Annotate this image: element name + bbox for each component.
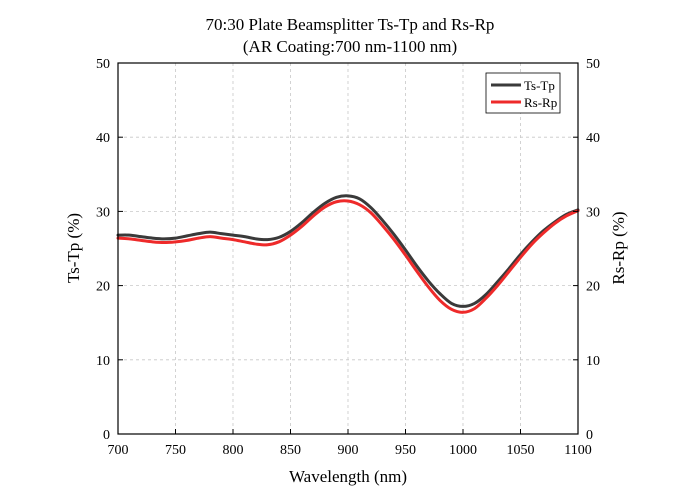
y-right-tick-label-50: 50 (586, 57, 600, 72)
y-right-tick-label-0: 0 (586, 428, 593, 443)
legend: Ts-Tp Rs-Rp (485, 72, 561, 114)
legend-box (485, 72, 561, 114)
x-tick-label-750: 750 (165, 443, 186, 458)
y-left-tick-label-20: 20 (96, 280, 110, 295)
y-left-tick-label-0: 0 (103, 428, 110, 443)
y-left-tick-label-10: 10 (96, 354, 110, 369)
y-axis-label-left: Ts-Tp (%) (64, 213, 83, 283)
x-tick-label-900: 900 (338, 443, 359, 458)
y-left-tick-label-50: 50 (96, 57, 110, 72)
series-line-rs-rp (116, 199, 580, 314)
x-tick-label-1050: 1050 (507, 443, 535, 458)
x-tick-label-850: 850 (280, 443, 301, 458)
x-tick-label-800: 800 (223, 443, 244, 458)
legend-label-ts-tp: Ts-Tp (524, 78, 555, 93)
x-tick-label-1000: 1000 (449, 443, 477, 458)
y-right-tick-label-10: 10 (586, 354, 600, 369)
y-left-tick-label-40: 40 (96, 131, 110, 146)
chart-title: 70:30 Plate Beamsplitter Ts-Tp and Rs-Rp (206, 15, 495, 34)
x-axis-label: Wavelength (nm) (289, 467, 407, 486)
grid-lines (118, 63, 578, 434)
legend-label-rs-rp: Rs-Rp (524, 95, 557, 110)
y-right-tick-label-40: 40 (586, 131, 600, 146)
y-right-tick-label-30: 30 (586, 205, 600, 220)
y-axis-left: 0 10 20 30 40 50 (96, 57, 123, 443)
y-left-tick-label-30: 30 (96, 205, 110, 220)
series-layer (116, 194, 580, 314)
y-axis-right: 0 10 20 30 40 50 (573, 57, 600, 443)
x-tick-label-950: 950 (395, 443, 416, 458)
chart-subtitle: (AR Coating:700 nm-1100 nm) (243, 37, 457, 56)
y-axis-label-right: Rs-Rp (%) (609, 211, 628, 284)
series-line-ts-tp (116, 194, 580, 308)
x-tick-label-1100: 1100 (564, 443, 591, 458)
x-axis: 700 750 800 850 900 950 1000 1050 1100 (108, 429, 592, 458)
x-tick-label-700: 700 (108, 443, 129, 458)
y-right-tick-label-20: 20 (586, 280, 600, 295)
